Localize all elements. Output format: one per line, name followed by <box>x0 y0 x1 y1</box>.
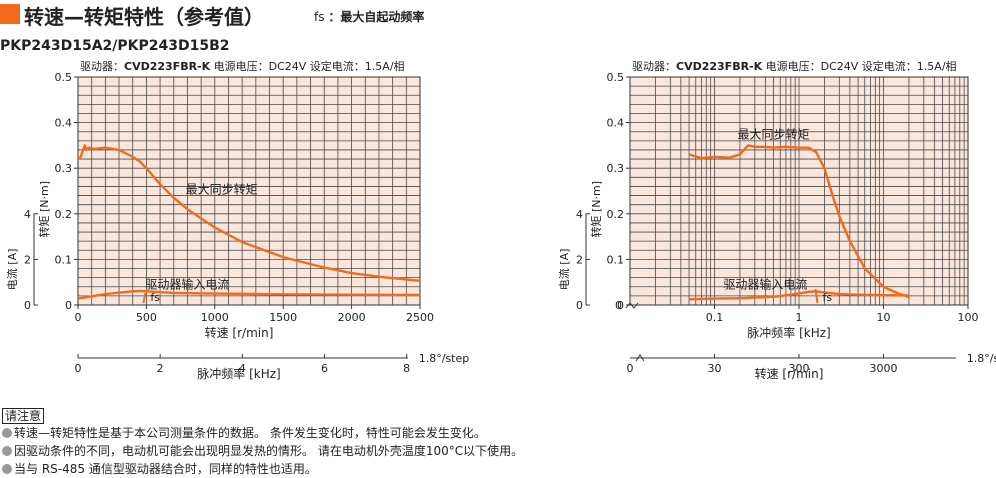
y-axis-label: 转矩 [N·m] <box>589 181 603 238</box>
note-text-1: 转速—转矩特性是基于本公司测量条件的数据。 条件发生变化时，特性可能会发生变化。 <box>14 426 486 440</box>
note-text-3: 当与 RS-485 通信型驱动器结合时，同样的特性也适用。 <box>14 462 317 476</box>
x2-tick-label: 6 <box>321 362 328 375</box>
note-line-2: 因驱动条件的不同，电动机可能会出现明显发热的情形。 请在电动机外壳温度100°C… <box>0 442 996 460</box>
y-tick-label: 0.5 <box>55 71 73 84</box>
y-tick-label: 0 <box>617 299 624 312</box>
subtitle-prefix: 驱动器： <box>632 60 676 73</box>
notes-section: 请注意 转速—转矩特性是基于本公司测量条件的数据。 条件发生变化时，特性可能会发… <box>0 405 996 478</box>
x-tick-label: 1000 <box>201 311 229 324</box>
y2-axis-label: 电流 [A] <box>5 249 19 291</box>
plot-border-0 <box>77 76 421 306</box>
y-tick-label: 0.1 <box>55 253 73 266</box>
fs-annotation: fs <box>150 291 160 304</box>
bullet-icon <box>2 428 12 438</box>
driver-model: CVD223FBR-K <box>124 60 211 73</box>
x-axis-label: 脉冲频率 [kHz] <box>747 325 830 340</box>
note-text-2: 因驱动条件的不同，电动机可能会出现明显发热的情形。 请在电动机外壳温度100°C… <box>14 444 524 458</box>
x-tick-label: 1500 <box>269 311 297 324</box>
x-tick-label: 10 <box>877 311 891 324</box>
x-zero-label: 0 <box>615 299 622 312</box>
y2-tick-label: 2 <box>576 253 583 266</box>
notes-title: 请注意 <box>2 408 45 424</box>
y-tick-label: 0.4 <box>607 117 625 130</box>
chart-subtitle: 驱动器：CVD223FBR-K 电源电压：DC24V 设定电流：1.5A/相 <box>632 59 957 73</box>
y-tick-label: 0.3 <box>55 162 73 175</box>
axis-break-icon <box>625 302 639 309</box>
chart-subtitle: 驱动器：CVD223FBR-K 电源电压：DC24V 设定电流：1.5A/相 <box>80 59 405 73</box>
plot-area-0 <box>78 77 420 305</box>
y2-tick-label: 0 <box>576 299 583 312</box>
x-tick-label: 1 <box>796 311 803 324</box>
series-current-line <box>77 289 421 300</box>
x-tick-label: 2500 <box>406 311 434 324</box>
y-tick-label: 0.4 <box>55 117 73 130</box>
fs-symbol: fs <box>314 10 325 24</box>
torque-series-label: 最大同步转矩 <box>738 127 810 142</box>
y-axis-label: 转矩 [N·m] <box>37 181 51 238</box>
x2-tick-label: 300 <box>788 362 809 375</box>
model-number: PKP243D15A2/PKP243D15B2 <box>0 38 230 54</box>
driver-model: CVD223FBR-K <box>676 60 763 73</box>
note-line-3: 当与 RS-485 通信型驱动器结合时，同样的特性也适用。 <box>0 460 996 478</box>
step-label: 1.8°/step <box>419 352 470 365</box>
y-tick-label: 0.3 <box>607 162 625 175</box>
series-current-line <box>689 290 909 301</box>
x-tick-label: 2000 <box>338 311 366 324</box>
page-title: 转速—转矩特性（参考值） <box>24 5 264 29</box>
current-series-label: 驱动器输入电流 <box>723 277 807 292</box>
y2-tick-label: 2 <box>24 253 31 266</box>
x2-tick-label: 2 <box>157 362 164 375</box>
y-tick-label: 0 <box>65 299 72 312</box>
y2-axis-label: 电流 [A] <box>557 249 571 291</box>
x2-tick-label: 30 <box>707 362 721 375</box>
x-tick-label: 0.1 <box>706 311 724 324</box>
y-tick-label: 0.2 <box>607 208 625 221</box>
axis-break-icon <box>635 354 645 362</box>
y2-tick-label: 0 <box>24 299 31 312</box>
x2-tick-label: 3000 <box>869 362 897 375</box>
x-tick-label: 0 <box>75 311 82 324</box>
fs-description: ：最大自起动频率 <box>328 10 425 24</box>
subtitle-prefix: 驱动器： <box>80 60 124 73</box>
bullet-icon <box>2 464 12 474</box>
x-tick-label: 100 <box>958 311 979 324</box>
x2-axis-label: 脉冲频率 [kHz] <box>197 366 280 381</box>
series-torque-line <box>77 144 421 282</box>
torque-series-label: 最大同步转矩 <box>186 181 258 196</box>
fs-annotation: fs <box>822 291 832 304</box>
y2-tick-label: 4 <box>24 208 31 221</box>
y-tick-label: 0.5 <box>607 71 625 84</box>
x2-tick-label: 8 <box>403 362 410 375</box>
x2-tick-label: 0 <box>75 362 82 375</box>
fs-marker <box>814 288 819 304</box>
y2-tick-label: 4 <box>576 208 583 221</box>
current-series-label: 驱动器输入电流 <box>145 277 229 292</box>
subtitle-conditions: 电源电压：DC24V 设定电流：1.5A/相 <box>762 59 956 73</box>
x2-tick-label: 0 <box>627 362 634 375</box>
header: 转速—转矩特性（参考值） fs ：最大自起动频率 <box>0 0 996 30</box>
x2-axis-label: 转速 [r/min] <box>755 366 824 381</box>
fs-definition: fs ：最大自起动频率 <box>314 8 424 25</box>
subtitle-conditions: 电源电压：DC24V 设定电流：1.5A/相 <box>210 59 404 73</box>
x-axis-label: 转速 [r/min] <box>205 325 274 340</box>
y-tick-label: 0.2 <box>55 208 73 221</box>
bullet-icon <box>2 446 12 456</box>
step-label: 1.8°/step <box>967 352 996 365</box>
fs-marker <box>142 292 147 304</box>
y-tick-label: 0.1 <box>607 253 625 266</box>
series-torque-line <box>688 144 910 298</box>
title-marker <box>0 4 20 24</box>
x-tick-label: 500 <box>136 311 157 324</box>
note-line-1: 转速—转矩特性是基于本公司测量条件的数据。 条件发生变化时，特性可能会发生变化。 <box>0 424 996 442</box>
x2-tick-label: 4 <box>239 362 246 375</box>
